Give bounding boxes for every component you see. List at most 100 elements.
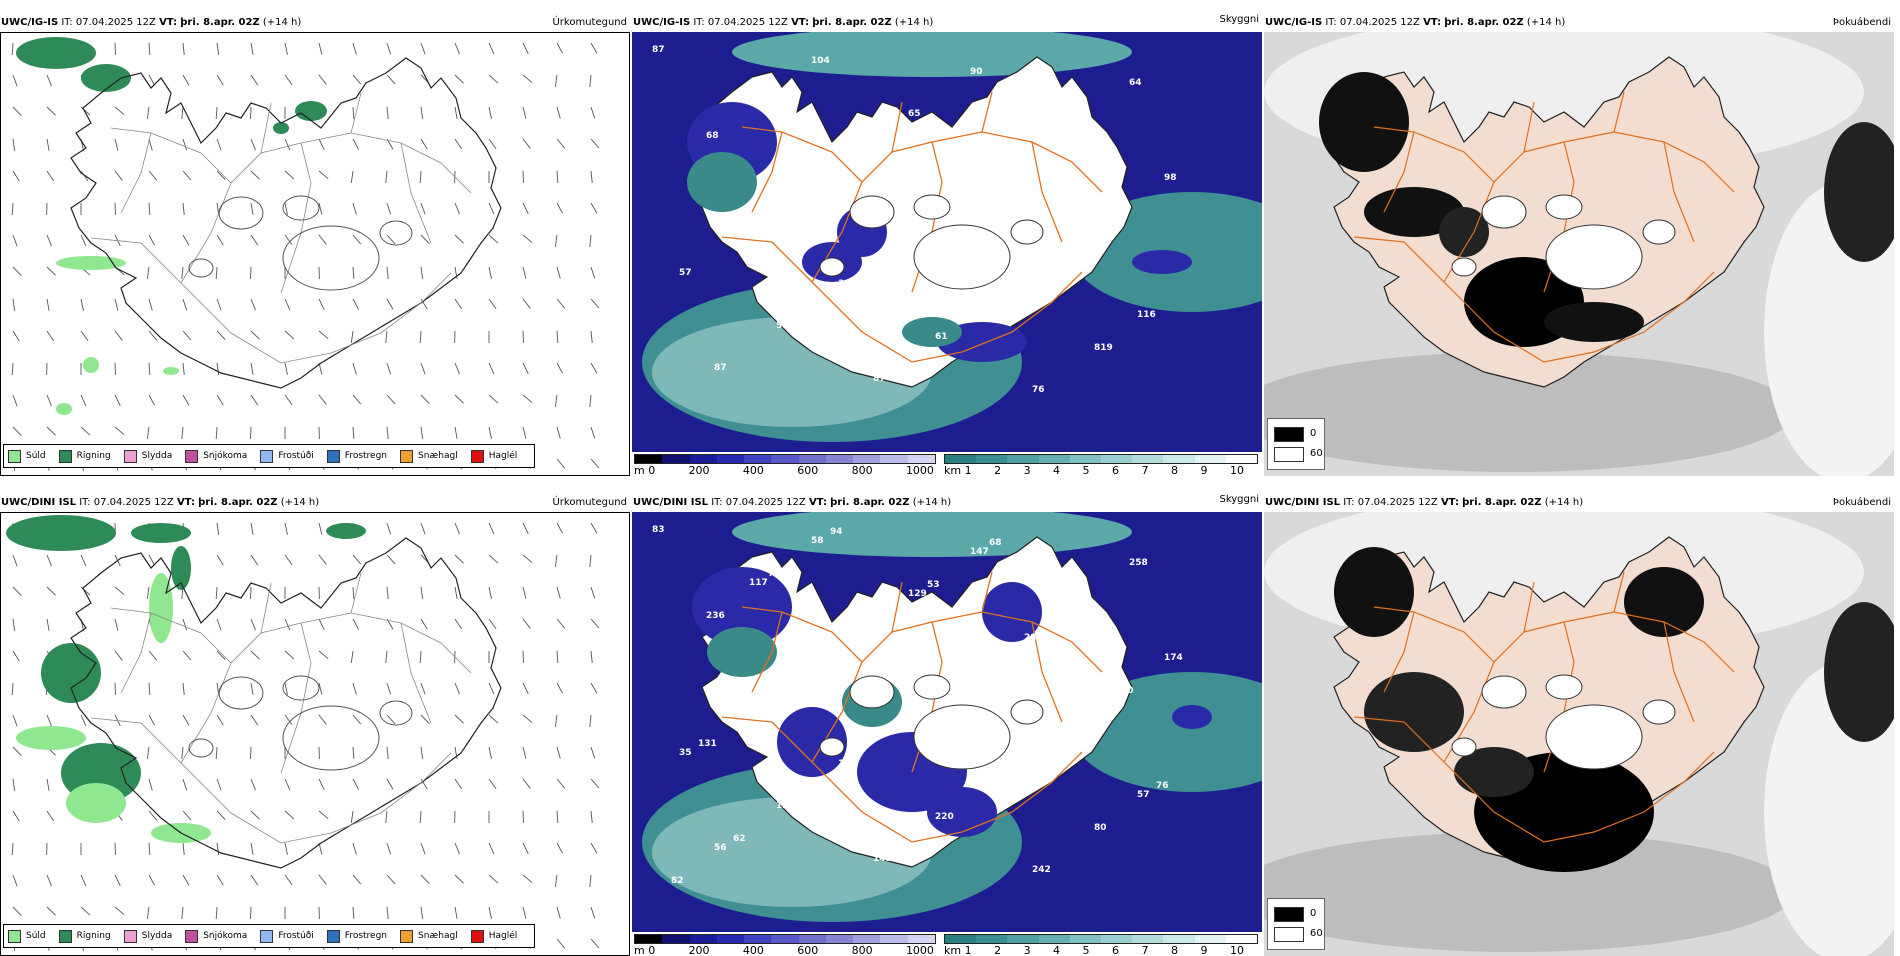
tick-label: 9 — [1200, 464, 1207, 476]
tick-label: 4 — [1053, 464, 1060, 476]
tick-label: 1000 — [906, 464, 934, 476]
legend-value: 60 — [1310, 928, 1323, 939]
valid-time: þri. 8.apr. 02Z — [180, 17, 259, 28]
visibility-label: 364 — [1102, 695, 1121, 705]
visibility-label: 173 — [838, 759, 857, 769]
legend-value: 0 — [1310, 908, 1316, 919]
lead-time: (+14 h) — [913, 497, 951, 508]
tick-label: 400 — [743, 944, 764, 956]
visibility-label: 74 — [768, 569, 781, 579]
visibility-label: 68 — [989, 538, 1002, 548]
legend-label: Rigning — [77, 451, 111, 461]
visibility-label: 58 — [811, 536, 824, 546]
valid-time: þri. 8.apr. 02Z — [1444, 17, 1523, 28]
vt-label: VT: — [177, 497, 195, 508]
visibility-label: 258 — [1129, 558, 1148, 568]
lead-time: (+14 h) — [263, 17, 301, 28]
precip-area — [83, 357, 99, 373]
tick-label: m 0 — [634, 944, 655, 956]
visibility-label: 122 — [943, 204, 962, 214]
init-time: 07.04.2025 12Z — [708, 17, 788, 28]
legend-label: Frostregn — [345, 451, 387, 461]
tick-label: 4 — [1053, 944, 1060, 956]
legend-value: 60 — [1310, 448, 1323, 459]
vt-label: VT: — [1423, 17, 1441, 28]
it-label: IT: — [1343, 497, 1354, 508]
precip-area — [273, 122, 289, 134]
visibility-label: 68 — [706, 131, 719, 141]
visibility-label: 36 — [838, 279, 851, 289]
visibility-label: 124 — [1067, 600, 1086, 610]
visibility-label: 65 — [962, 675, 975, 685]
legend-item: Snæhagl — [400, 450, 458, 463]
legend-label: Slydda — [142, 451, 172, 461]
panel-header: UWC/IG-IS IT: 07.04.2025 12Z VT: þri. 8.… — [0, 14, 630, 32]
tick-label: 8 — [1171, 944, 1178, 956]
legend-label: Haglél — [489, 451, 518, 461]
fog-area — [1334, 547, 1414, 637]
panel-title: Úrkomutegund — [552, 494, 627, 512]
legend-label: Snæhagl — [418, 931, 458, 941]
precip-area — [131, 523, 191, 543]
legend-value: 0 — [1310, 428, 1316, 439]
visibility-label: 28 — [900, 237, 913, 247]
legend-label: Frostregn — [345, 931, 387, 941]
map-canvas — [1, 513, 630, 956]
legend-label: Slydda — [142, 931, 172, 941]
precip-area — [66, 783, 126, 823]
tick-label: 800 — [852, 944, 873, 956]
lead-time: (+14 h) — [1545, 497, 1583, 508]
precip-areas — [16, 37, 327, 415]
legend-swatch — [59, 930, 72, 943]
visibility-label: 76 — [1156, 781, 1169, 791]
panel-precip-igis: UWC/IG-IS IT: 07.04.2025 12Z VT: þri. 8.… — [0, 14, 630, 476]
legend-swatch — [1274, 927, 1304, 942]
low-vis-area — [902, 317, 962, 347]
visibility-label: 242 — [1032, 865, 1051, 875]
precip-area — [56, 403, 72, 415]
tick-label: 2 — [994, 944, 1001, 956]
init-time: 07.04.2025 12Z — [1358, 497, 1438, 508]
visibility-label: 147 — [970, 547, 989, 557]
tick-label: km 1 — [944, 464, 972, 476]
visibility-label: 120 — [776, 801, 795, 811]
lead-time: (+14 h) — [281, 497, 319, 508]
map-precip-type — [0, 512, 630, 956]
tick-label: 9 — [1200, 944, 1207, 956]
visibility-label: 106 — [795, 792, 814, 802]
precip-area — [149, 573, 173, 643]
iceland-outline — [71, 58, 501, 388]
visibility-label: 64 — [1129, 78, 1142, 88]
panel-vis-igis: UWC/IG-IS IT: 07.04.2025 12Z VT: þri. 8.… — [632, 14, 1262, 476]
tick-label: 6 — [1112, 464, 1119, 476]
visibility-label: 87 — [652, 45, 665, 55]
legend-swatch — [260, 450, 273, 463]
visibility-label: 76 — [1059, 728, 1072, 738]
legend-item: Slydda — [124, 930, 172, 943]
low-vis-area — [687, 152, 757, 212]
vt-label: VT: — [1441, 497, 1459, 508]
km-colorbar — [944, 934, 1258, 944]
precip-area — [81, 64, 131, 92]
fog-legend: 0 60 — [1267, 418, 1325, 470]
visibility-label: 62 — [733, 834, 746, 844]
visibility-label: 83 — [652, 525, 665, 535]
precip-area — [295, 101, 327, 121]
model-name: UWC/DINI ISL — [1265, 497, 1340, 508]
legend-label: Snjókoma — [203, 931, 247, 941]
panel-header: UWC/DINI ISL IT: 07.04.2025 12Z VT: þri.… — [0, 494, 630, 512]
tick-label: 200 — [689, 944, 710, 956]
lead-time: (+14 h) — [1527, 17, 1565, 28]
legend-label: Frostúði — [278, 451, 313, 461]
legend-swatch — [8, 450, 21, 463]
legend-swatch — [185, 450, 198, 463]
tick-label: 5 — [1083, 944, 1090, 956]
tick-label: 7 — [1142, 944, 1149, 956]
legend-swatch — [400, 930, 413, 943]
low-vis-area — [707, 627, 777, 677]
